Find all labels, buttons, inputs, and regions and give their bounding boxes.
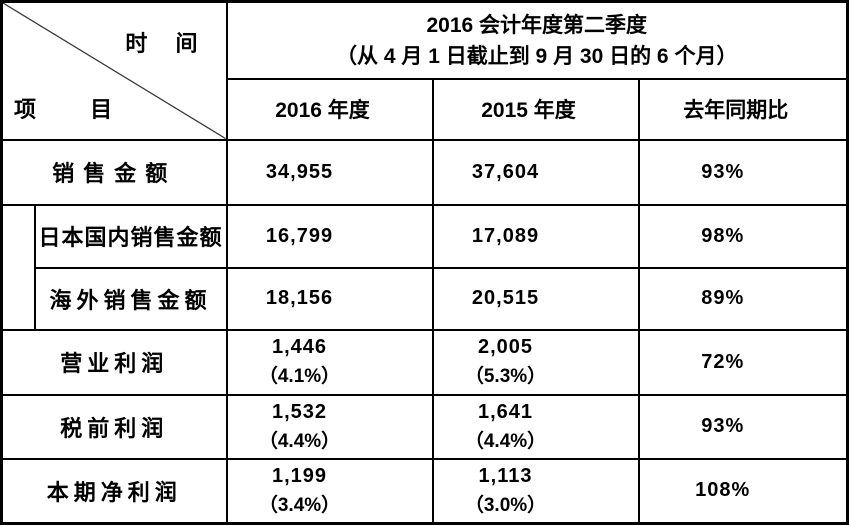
table-row: 本期净利润 1,199 （3.4%） 1,113 （3.0%） 108% — [0, 457, 849, 525]
value-amount: 2,005 — [477, 336, 534, 358]
column-header-2015: 2015 年度 — [431, 77, 640, 141]
value-2015: 17,089 — [431, 203, 640, 269]
value-2015: 1,641 （4.4%） — [431, 393, 640, 460]
value-percent: （3.4%） — [258, 494, 341, 516]
value-2015: 2,005 （5.3%） — [431, 328, 640, 396]
value-2016: 34,955 — [225, 138, 434, 206]
diagonal-divider — [3, 3, 226, 139]
value-ratio: 108% — [637, 457, 849, 525]
corner-header-cell: 时 间 项 目 — [0, 0, 228, 141]
column-header-ratio: 去年同期比 — [637, 77, 849, 141]
value-2015: 20,515 — [431, 266, 640, 331]
value-amount: 1,113 — [478, 464, 533, 487]
period-header-line2: （从 4 月 1 日截止到 9 月 30 日的 6 个月） — [336, 45, 738, 69]
value-amount: 1,446 — [271, 336, 328, 358]
row-label-sales: 销售金额 — [0, 138, 228, 206]
value-amount: 1,641 — [477, 400, 534, 423]
value-2016: 1,199 （3.4%） — [225, 457, 434, 525]
value-2015: 37,604 — [431, 138, 640, 206]
row-label-operating-profit: 营业利润 — [0, 328, 228, 396]
table-row: 海外销售金额 18,156 20,515 89% — [2, 266, 849, 331]
value-amount: 1,532 — [271, 400, 328, 423]
value-percent: （4.4%） — [258, 430, 341, 452]
value-percent: （5.3%） — [464, 366, 547, 387]
value-ratio: 93% — [637, 138, 849, 206]
value-amount: 1,199 — [271, 464, 328, 487]
value-ratio: 72% — [637, 328, 849, 396]
value-percent: （4.4%） — [464, 430, 547, 452]
value-2016: 16,799 — [225, 203, 434, 269]
row-label-domestic-sales: 日本国内销售金额 — [33, 203, 228, 269]
indent-spacer-cell — [0, 203, 36, 331]
row-label-net-profit: 本期净利润 — [0, 457, 228, 525]
value-2016: 1,446 （4.1%） — [225, 328, 434, 396]
table-row: 税前利润 1,532 （4.4%） 1,641 （4.4%） 93% — [0, 393, 849, 460]
value-ratio: 89% — [637, 266, 849, 331]
value-2016: 1,532 （4.4%） — [225, 393, 434, 460]
value-ratio: 93% — [637, 393, 849, 460]
value-2015: 1,113 （3.0%） — [431, 457, 640, 525]
row-label-pretax-profit: 税前利润 — [0, 393, 228, 460]
value-2016: 18,156 — [225, 266, 434, 331]
corner-label-time: 时 间 — [125, 31, 198, 56]
table-row: 销售金额 34,955 37,604 93% — [0, 138, 849, 206]
value-percent: （4.1%） — [258, 366, 341, 387]
table-row: 营业利润 1,446 （4.1%） 2,005 （5.3%） 72% — [0, 328, 849, 396]
row-label-overseas-sales: 海外销售金额 — [33, 266, 228, 331]
value-ratio: 98% — [637, 203, 849, 269]
value-percent: （3.0%） — [464, 494, 547, 516]
table-row: 日本国内销售金额 16,799 17,089 98% — [0, 203, 849, 331]
period-header-line1: 2016 会计年度第二季度 — [426, 14, 648, 38]
corner-label-item: 项 目 — [14, 96, 113, 122]
column-header-2016: 2016 年度 — [225, 77, 434, 141]
period-header-cell: 2016 会计年度第二季度 （从 4 月 1 日截止到 9 月 30 日的 6 … — [225, 0, 849, 80]
